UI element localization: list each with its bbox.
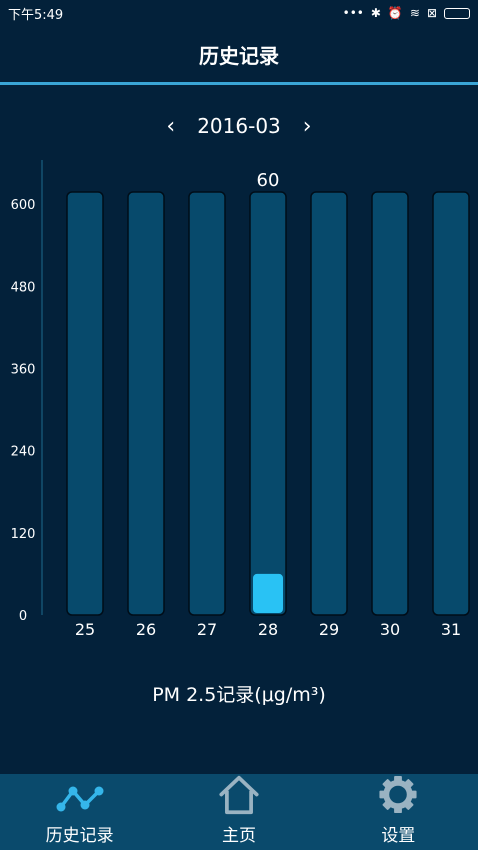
- status-time: 下午5:49: [8, 7, 64, 23]
- x-tick-label: 28: [258, 620, 278, 639]
- bar-track: [188, 191, 226, 616]
- bar-value: [253, 573, 283, 613]
- x-tick-label: 26: [136, 620, 156, 639]
- bar-track: [66, 191, 104, 616]
- x-tick-label: 30: [380, 620, 400, 639]
- tab-history-label: 历史记录: [45, 826, 114, 846]
- data-label: 60: [257, 170, 280, 191]
- chart-caption: PM 2.5记录(μg/m³): [152, 684, 326, 706]
- y-tick-label: 240: [11, 445, 36, 460]
- home-icon: [219, 775, 259, 815]
- bottom-navigation: 历史记录 主页 设置: [0, 774, 478, 850]
- title-bar: 历史记录: [0, 26, 478, 82]
- chart-line-icon: [56, 786, 104, 812]
- sim-icon: ⊠: [426, 6, 437, 20]
- tab-home[interactable]: 主页: [159, 774, 318, 850]
- y-tick-label: 480: [11, 280, 36, 295]
- tab-settings[interactable]: 设置: [319, 774, 478, 850]
- y-tick-label: 120: [11, 527, 36, 542]
- status-icons: ••• ✱ ⏰ ≋ ⊠: [343, 6, 470, 20]
- tab-settings-label: 设置: [381, 826, 416, 846]
- status-bar: 下午5:49 ••• ✱ ⏰ ≋ ⊠: [0, 0, 478, 26]
- wifi-icon: ≋: [409, 6, 420, 20]
- x-tick-label: 27: [197, 620, 217, 639]
- bar-track: [432, 191, 470, 616]
- x-tick-label: 31: [441, 620, 461, 639]
- month-navigator: ‹ 2016-03 ›: [0, 108, 478, 144]
- prev-month-button[interactable]: ‹: [166, 113, 176, 139]
- alarm-icon: ⏰: [387, 6, 403, 20]
- y-tick-label: 0: [19, 609, 27, 624]
- current-month: 2016-03: [197, 114, 281, 138]
- gear-icon: [379, 775, 417, 814]
- x-tick-label: 29: [319, 620, 339, 639]
- page-title: 历史记录: [199, 43, 279, 68]
- title-divider: [0, 82, 478, 85]
- y-tick-label: 360: [11, 363, 36, 378]
- tab-history[interactable]: 历史记录: [0, 774, 159, 850]
- next-month-button[interactable]: ›: [302, 113, 312, 139]
- bar-track: [371, 191, 409, 616]
- bluetooth-icon: ✱: [370, 6, 381, 20]
- more-dots-icon: •••: [342, 6, 364, 20]
- bar-track: [310, 191, 348, 616]
- y-tick-label: 600: [11, 198, 36, 213]
- tab-home-label: 主页: [221, 826, 256, 846]
- bar-track: [127, 191, 165, 616]
- bar-track: [249, 191, 287, 616]
- x-tick-label: 25: [75, 620, 95, 639]
- pm25-bar-chart: 0 120 240 360 480 600 25 26 27 28 29 30 31 60: [11, 160, 470, 639]
- battery-icon: [444, 7, 470, 19]
